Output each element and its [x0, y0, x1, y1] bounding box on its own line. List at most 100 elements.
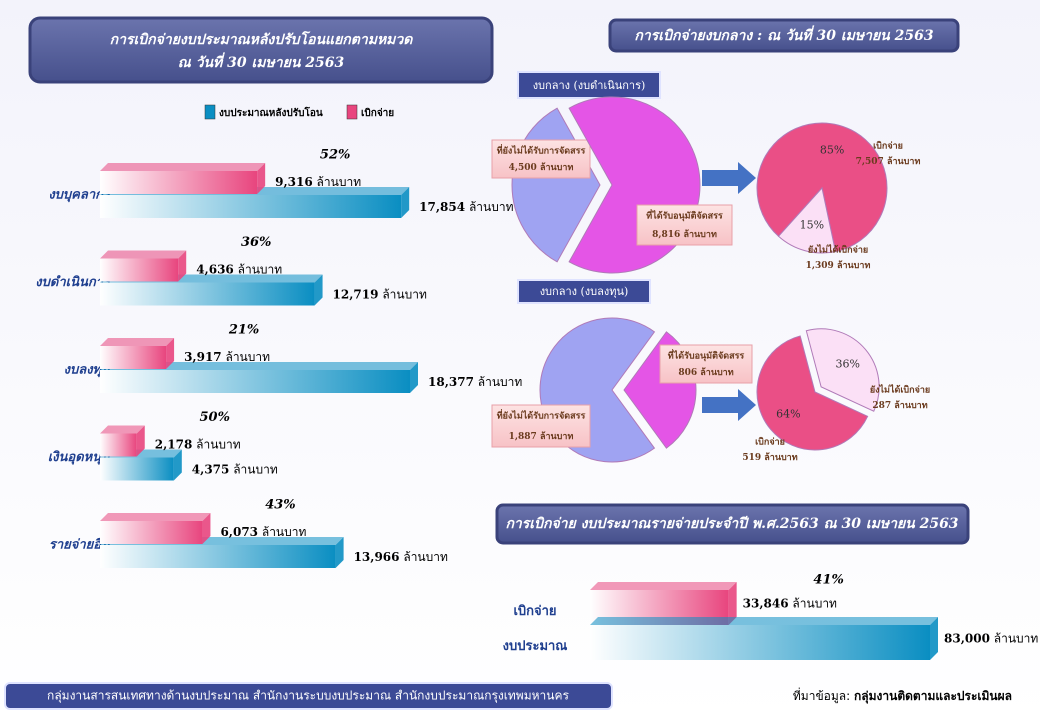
value-label: 18,377 ล้านบาท	[428, 375, 522, 389]
value-label: 8,816 ล้านบาท	[652, 229, 717, 240]
value-label: 13,966 ล้านบาท	[354, 550, 448, 564]
legend-label: เบิกจ่าย	[361, 107, 394, 119]
category-label: งบลงทุน	[64, 363, 111, 378]
value-number: 6,073	[220, 525, 258, 539]
bar	[100, 171, 258, 194]
value-label: 806 ล้านบาท	[678, 367, 733, 378]
value-number: 8,816	[652, 230, 680, 240]
category-label: เงินอุดหนุน	[48, 450, 111, 465]
value-unit: ล้านบาท	[469, 200, 514, 214]
bar-top	[100, 425, 145, 434]
bar	[100, 370, 410, 393]
bar	[100, 457, 174, 481]
value-number: 17,854	[419, 200, 465, 214]
arrow	[702, 389, 756, 421]
arrow	[702, 162, 756, 194]
value-unit: ล้านบาท	[478, 375, 523, 389]
value-label: 519 ล้านบาท	[742, 452, 797, 463]
bar-side	[314, 274, 323, 306]
value-number: 1,887	[509, 432, 537, 442]
bar-side	[257, 163, 266, 194]
slice-label-box	[659, 344, 753, 384]
category-label: เบิกจ่าย	[513, 604, 556, 619]
pie-title-box	[517, 71, 661, 99]
value-unit: ล้านบาท	[233, 462, 278, 476]
value-number: 83,000	[944, 631, 990, 645]
value-number: 12,719	[333, 287, 379, 301]
annotation: 21%	[228, 323, 259, 338]
value-unit: ล้านบาท	[382, 287, 427, 301]
pie-slice	[756, 335, 869, 451]
pie-title: งบกลาง (งบลงทุน)	[540, 285, 629, 298]
bar-side	[178, 250, 187, 282]
value-label: 4,500 ล้านบาท	[509, 162, 574, 173]
slice-label-box	[491, 139, 591, 179]
bar-top	[100, 250, 187, 259]
value-unit: ล้านบาท	[225, 350, 270, 364]
value-number: 18,377	[428, 375, 474, 389]
pie-title-box	[517, 279, 651, 304]
value-unit: ล้านบาท	[540, 162, 573, 173]
slice-percent: 15%	[800, 219, 824, 232]
value-number: 33,846	[743, 596, 789, 610]
value-label: 7,507 ล้านบาท	[856, 156, 921, 167]
bar-side	[173, 449, 182, 481]
bar-side	[401, 187, 410, 218]
legend-swatch	[204, 104, 216, 120]
value-unit: ล้านบาท	[196, 437, 241, 451]
value-label: 6,073 ล้านบาท	[220, 525, 306, 539]
annotation: 52%	[320, 148, 350, 163]
value-unit: ล้านบาท	[683, 229, 716, 240]
bar-side	[335, 537, 344, 568]
slice-percent: 36%	[836, 357, 860, 370]
bar-top	[100, 338, 175, 346]
bar	[100, 282, 315, 306]
value-label: 1,309 ล้านบาท	[806, 260, 871, 271]
annotation: 50%	[200, 410, 230, 425]
value-unit: ล้านบาท	[262, 525, 307, 539]
bar-side	[202, 513, 211, 544]
value-unit: ล้านบาท	[700, 367, 733, 378]
category-label: รายจ่ายอื่น	[49, 535, 111, 553]
bar-top	[590, 582, 737, 590]
slice-label: ที่ยังไม่ได้รับการจัดสรร	[497, 144, 586, 157]
value-label: 17,854 ล้านบาท	[419, 200, 513, 214]
value-number: 4,636	[196, 262, 234, 276]
bar	[100, 433, 137, 457]
slice-label-box	[636, 204, 733, 246]
slice-label-box	[491, 404, 591, 448]
chart-subtitle: ณ วันที่ 30 เมษายน 2563	[178, 52, 345, 71]
header-box	[608, 18, 960, 53]
bar	[100, 521, 203, 544]
value-label: 83,000 ล้านบาท	[944, 631, 1038, 645]
value-label: 4,375 ล้านบาท	[192, 462, 278, 476]
value-number: 13,966	[354, 550, 400, 564]
category-label: งบดำเนินการ	[35, 275, 112, 290]
category-label: งบบุคลากร	[48, 188, 112, 203]
slice-label: เบิกจ่าย	[873, 141, 903, 152]
value-number: 2,178	[155, 437, 193, 451]
value-unit: ล้านบาท	[894, 400, 927, 411]
value-label: 33,846 ล้านบาท	[743, 596, 837, 610]
source: ที่มาข้อมูล: กลุ่มงานติดตามและประเมินผล	[793, 687, 1012, 704]
value-unit: ล้านบาท	[792, 596, 837, 610]
pie-slice	[805, 328, 880, 412]
bar-side	[410, 362, 418, 393]
chart-title: การเบิกจ่ายงบประมาณหลังปรับโอนแยกตามหมวด	[110, 30, 414, 48]
value-number: 287	[872, 401, 891, 411]
value-unit: ล้านบาท	[238, 262, 283, 276]
bar-top	[100, 513, 211, 521]
source-label: ที่มาข้อมูล:	[793, 687, 850, 704]
bar	[100, 258, 179, 282]
value-unit: ล้านบาท	[887, 156, 920, 167]
slice-label: ยังไม่ได้เบิกจ่าย	[808, 244, 868, 256]
value-label: 4,636 ล้านบาท	[196, 262, 282, 276]
annotation: 43%	[265, 498, 295, 513]
slice-label: ที่ได้รับอนุมัติจัดสรร	[646, 209, 723, 222]
bar-side	[728, 582, 737, 625]
footer-box	[4, 682, 613, 710]
value-number: 4,500	[509, 163, 537, 173]
slice-percent: 85%	[820, 143, 844, 156]
annotation: 41%	[813, 573, 843, 588]
value-number: 4,375	[192, 462, 230, 476]
